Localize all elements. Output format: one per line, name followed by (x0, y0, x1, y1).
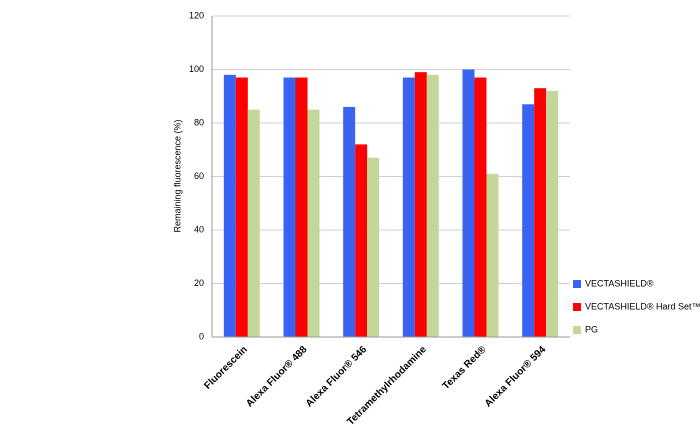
legend-label: PG (585, 324, 598, 334)
bar (367, 157, 380, 337)
legend-swatch (573, 280, 581, 288)
bar (546, 90, 559, 338)
bar (474, 77, 487, 338)
x-tick-label: Alexa Fluor® 594 (483, 344, 549, 410)
bar (355, 144, 368, 337)
legend-swatch (573, 303, 581, 311)
y-tick-label: 80 (194, 117, 204, 127)
bar (343, 106, 356, 337)
y-tick-label: 20 (194, 278, 204, 288)
bar (414, 72, 427, 338)
bar (223, 74, 236, 337)
legend-label: VECTASHIELD® Hard Set™ (585, 301, 700, 311)
x-tick-label: Alexa Fluor® 488 (244, 344, 310, 410)
x-tick-label: Fluorescein (202, 344, 249, 391)
bar (307, 109, 320, 337)
x-tick-label: Texas Red® (441, 344, 489, 392)
x-tick-label: Alexa Fluor® 546 (304, 344, 370, 410)
bar (283, 77, 296, 338)
legend-label: VECTASHIELD® (585, 278, 654, 288)
bar (462, 69, 475, 337)
y-tick-label: 120 (189, 10, 204, 20)
bar (402, 77, 415, 338)
y-axis-label: Remaining fluorescence (%) (172, 119, 182, 232)
bar (295, 77, 308, 338)
bar (247, 109, 260, 337)
bar (426, 74, 439, 337)
bar (486, 173, 499, 337)
y-tick-label: 60 (194, 171, 204, 181)
legend-swatch (573, 326, 581, 334)
y-tick-label: 100 (189, 64, 204, 74)
y-tick-label: 0 (199, 331, 204, 341)
bar (534, 88, 547, 337)
bar (522, 104, 535, 338)
bar (235, 77, 248, 338)
y-tick-label: 40 (194, 224, 204, 234)
